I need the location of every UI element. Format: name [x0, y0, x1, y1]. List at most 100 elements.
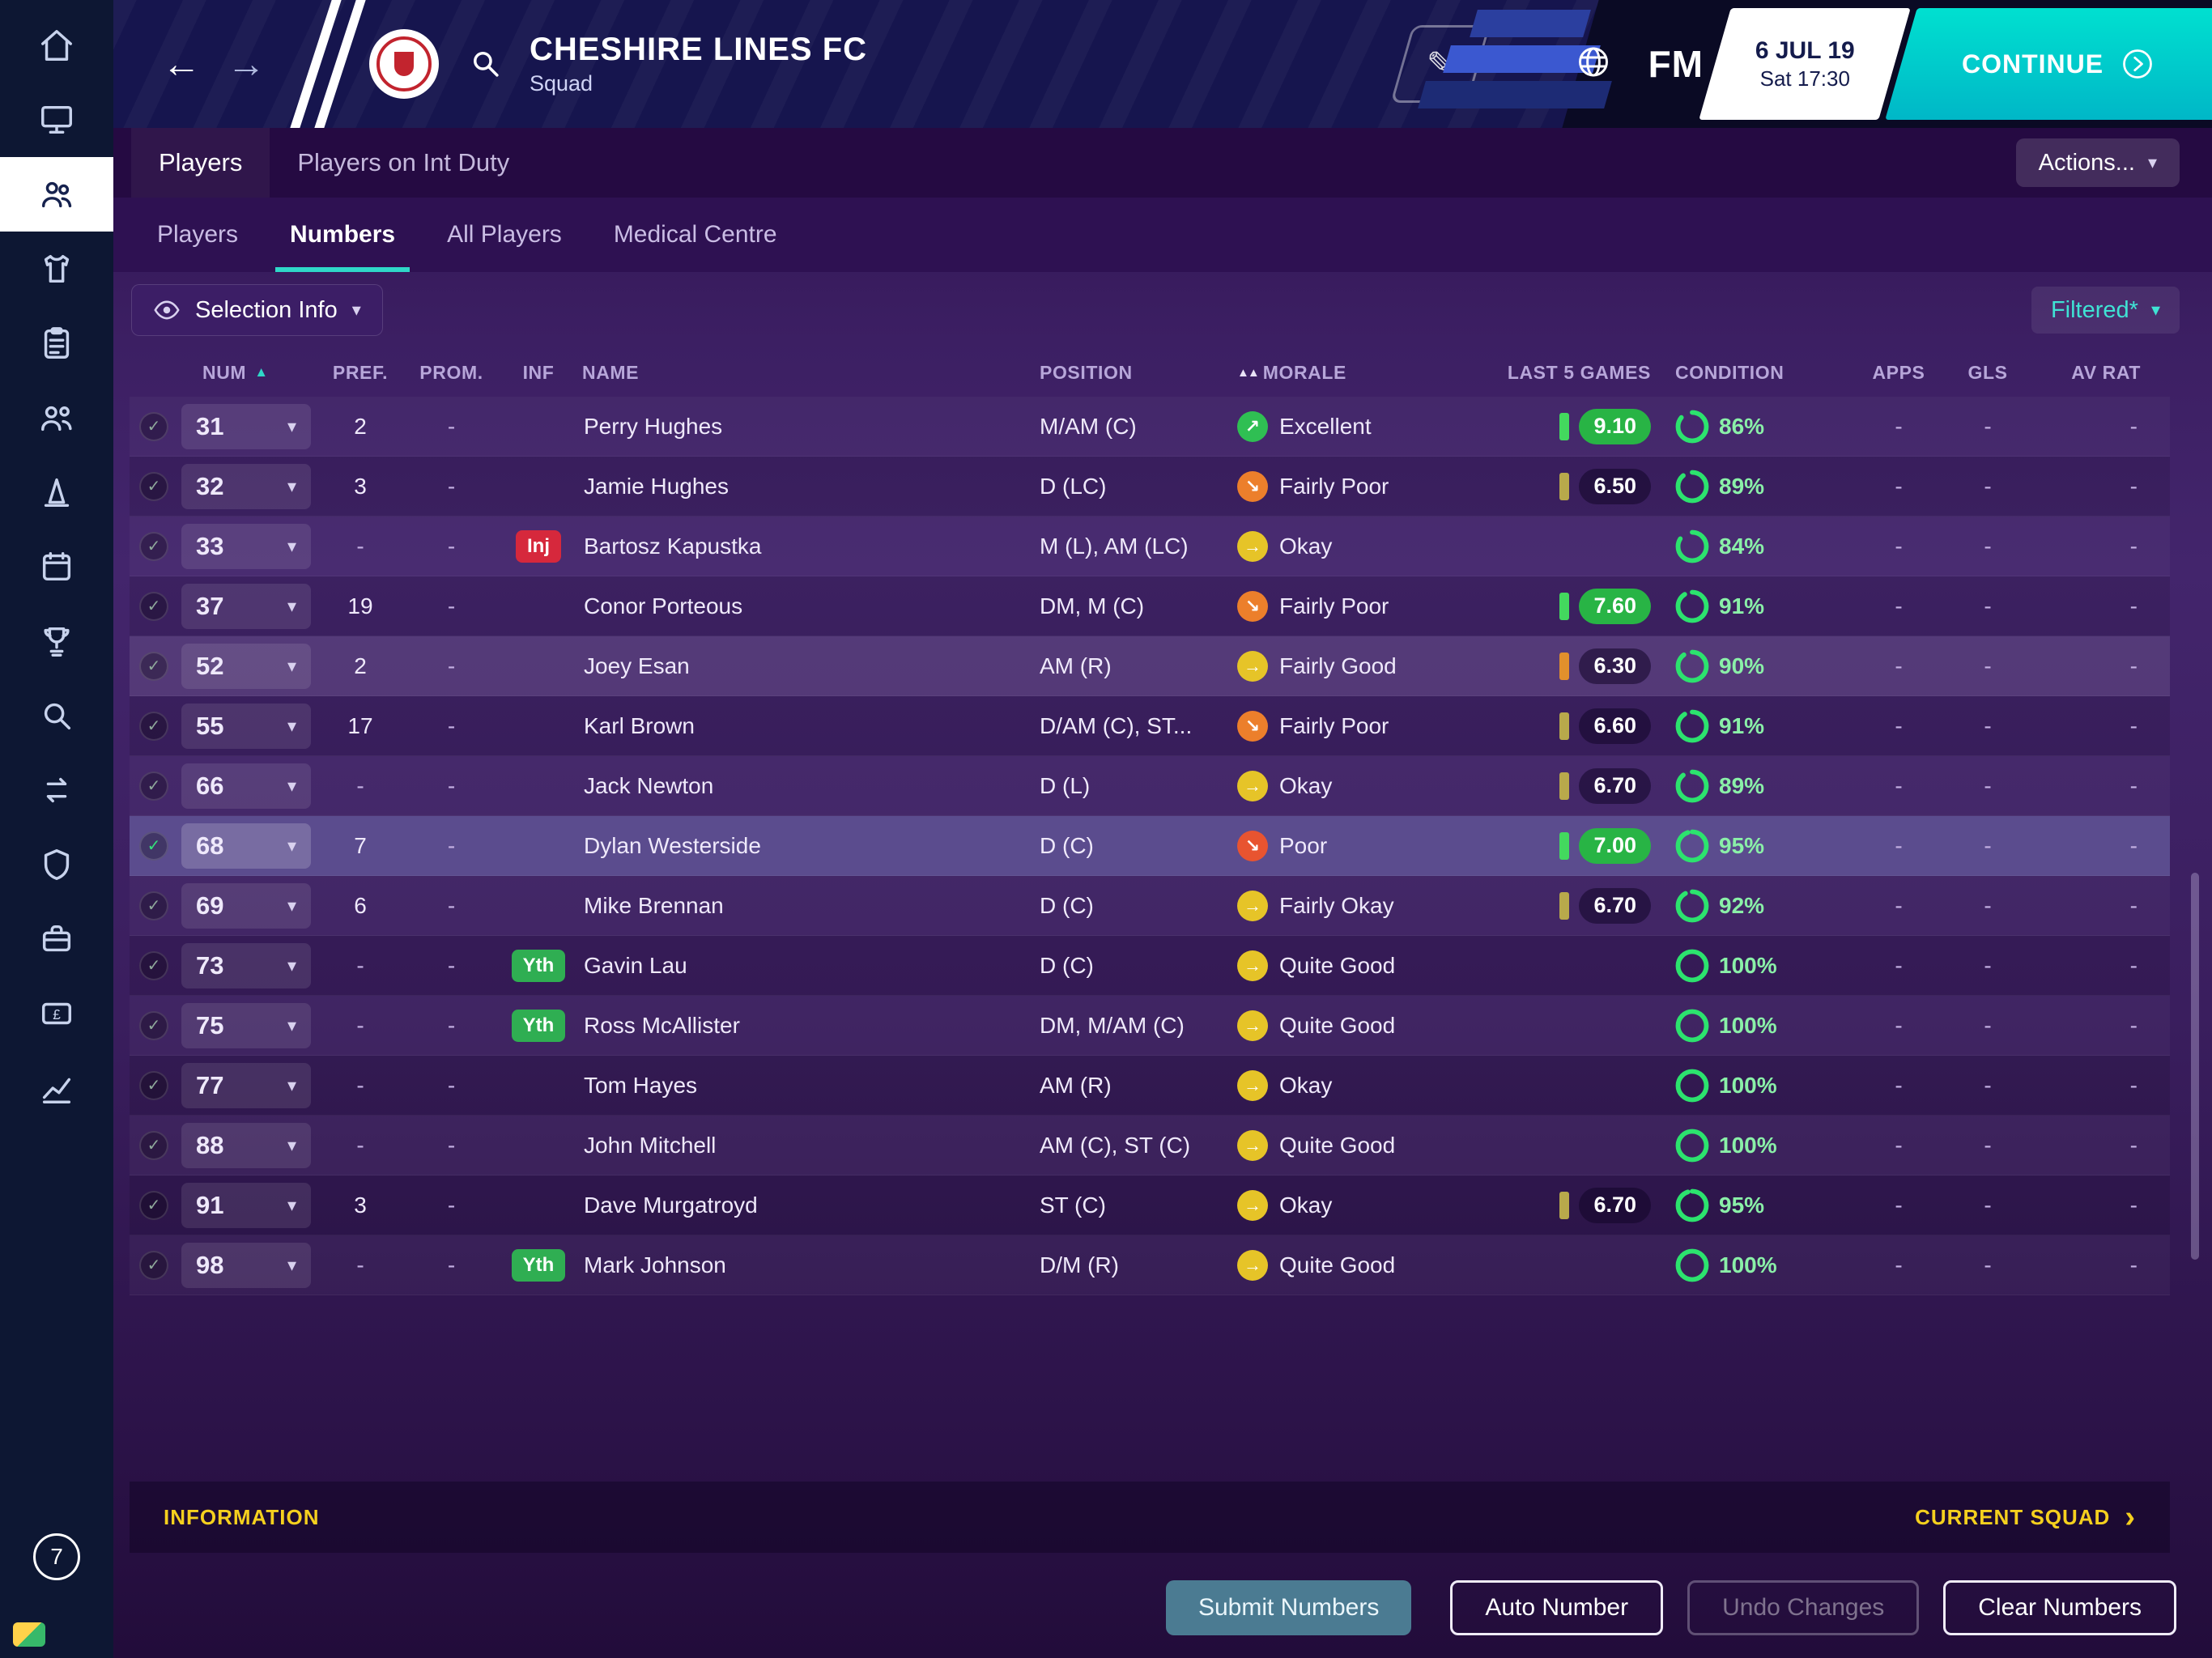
column-header-num[interactable]: NUM ▲ — [202, 361, 269, 383]
squad-icon[interactable] — [0, 157, 113, 232]
table-row[interactable]: ✓ 91 ▾ 3 - Dave Murgatroyd ST (C) → Okay 6… — [130, 1175, 2170, 1235]
actions-button[interactable]: Actions... ▾ — [2015, 138, 2180, 187]
table-row[interactable]: ✓ 55 ▾ 17 - Karl Brown D/AM (C), ST... ↘ F… — [130, 696, 2170, 756]
game-date[interactable]: 6 JUL 19 Sat 17:30 — [1699, 8, 1911, 120]
shirt-number-dropdown[interactable]: 33 ▾ — [181, 523, 311, 569]
column-header-pref[interactable]: PREF. — [332, 361, 389, 383]
current-squad-link[interactable]: CURRENT SQUAD › — [1915, 1500, 2136, 1534]
column-header-position[interactable]: POSITION — [1040, 361, 1133, 383]
job-briefcase-icon[interactable] — [0, 902, 113, 976]
row-checkbox[interactable]: ✓ — [139, 591, 168, 621]
scrollbar-thumb[interactable] — [2191, 873, 2199, 1260]
player-name[interactable]: Bartosz Kapustka — [584, 533, 762, 559]
column-header-last5[interactable]: LAST 5 GAMES — [1507, 361, 1651, 383]
table-row[interactable]: ✓ 37 ▾ 19 - Conor Porteous DM, M (C) ↘ Fai… — [130, 576, 2170, 636]
kit-icon[interactable] — [13, 1622, 45, 1647]
shirt-number-dropdown[interactable]: 69 ▾ — [181, 882, 311, 929]
player-name[interactable]: Conor Porteous — [584, 593, 743, 619]
auto-number-button[interactable]: Auto Number — [1450, 1580, 1664, 1635]
player-name[interactable]: Karl Brown — [584, 712, 695, 738]
row-checkbox[interactable]: ✓ — [139, 651, 168, 681]
player-name[interactable]: Tom Hayes — [584, 1072, 698, 1098]
shirt-number-dropdown[interactable]: 55 ▾ — [181, 703, 311, 749]
info-badge[interactable]: Yth — [511, 1248, 566, 1282]
table-row[interactable]: ✓ 98 ▾ - - Yth Mark Johnson D/M (R) → Quit… — [130, 1235, 2170, 1295]
player-name[interactable]: Gavin Lau — [584, 952, 687, 978]
row-checkbox[interactable]: ✓ — [139, 531, 168, 561]
subtab-medical-centre[interactable]: Medical Centre — [613, 221, 777, 248]
tab-players[interactable]: Players — [131, 128, 270, 198]
table-row[interactable]: ✓ 73 ▾ - - Yth Gavin Lau D (C) → Quite Goo… — [130, 936, 2170, 996]
column-header-apps[interactable]: APPS — [1872, 361, 1925, 383]
shirt-number-dropdown[interactable]: 66 ▾ — [181, 763, 311, 809]
column-header-avrat[interactable]: AV RAT — [2071, 361, 2141, 383]
info-badge[interactable]: Yth — [511, 1009, 566, 1042]
subtab-numbers[interactable]: Numbers — [264, 198, 421, 272]
filtered-dropdown[interactable]: Filtered* ▾ — [2031, 287, 2180, 334]
column-header-gls[interactable]: GLS — [1967, 361, 2008, 383]
player-name[interactable]: Joey Esan — [584, 653, 690, 678]
world-icon[interactable] — [1576, 45, 1611, 84]
column-header-condition[interactable]: CONDITION — [1675, 361, 1784, 383]
club-shield-icon[interactable] — [0, 827, 113, 902]
row-checkbox[interactable]: ✓ — [139, 471, 168, 501]
player-name[interactable]: Jack Newton — [584, 772, 714, 798]
player-name[interactable]: Mark Johnson — [584, 1252, 726, 1278]
shirt-number-dropdown[interactable]: 32 ▾ — [181, 463, 311, 509]
row-checkbox[interactable]: ✓ — [139, 411, 168, 441]
shirt-number-dropdown[interactable]: 91 ▾ — [181, 1182, 311, 1228]
player-name[interactable]: Jamie Hughes — [584, 473, 729, 499]
staff-icon[interactable] — [0, 380, 113, 455]
player-name[interactable]: Ross McAllister — [584, 1012, 740, 1038]
shirt-number-dropdown[interactable]: 98 ▾ — [181, 1242, 311, 1288]
row-checkbox[interactable]: ✓ — [139, 1190, 168, 1220]
transfers-icon[interactable] — [0, 753, 113, 827]
subtab-all-players[interactable]: All Players — [447, 221, 562, 248]
row-checkbox[interactable]: ✓ — [139, 1070, 168, 1100]
info-badge[interactable]: Inj — [516, 529, 561, 563]
club-badge[interactable] — [369, 29, 439, 99]
table-row[interactable]: ✓ 31 ▾ 2 - Perry Hughes M/AM (C) ↗ Excelle… — [130, 397, 2170, 457]
row-checkbox[interactable]: ✓ — [139, 1130, 168, 1160]
shirt-number-dropdown[interactable]: 73 ▾ — [181, 942, 311, 988]
table-row[interactable]: ✓ 75 ▾ - - Yth Ross McAllister DM, M/AM (… — [130, 996, 2170, 1056]
training-cone-icon[interactable] — [0, 455, 113, 529]
row-checkbox[interactable]: ✓ — [139, 831, 168, 861]
row-checkbox[interactable]: ✓ — [139, 771, 168, 801]
continue-button[interactable]: CONTINUE — [1885, 8, 2212, 120]
shirt-number-dropdown[interactable]: 37 ▾ — [181, 583, 311, 629]
column-header-prom[interactable]: PROM. — [419, 361, 483, 383]
column-header-morale[interactable]: ▲▲ MORALE — [1237, 361, 1346, 383]
row-checkbox[interactable]: ✓ — [139, 1010, 168, 1040]
shirt-number-dropdown[interactable]: 31 ▾ — [181, 403, 311, 449]
competitions-trophy-icon[interactable] — [0, 604, 113, 678]
submit-numbers-button[interactable]: Submit Numbers — [1165, 1580, 1412, 1635]
info-badge[interactable]: Yth — [511, 949, 566, 982]
column-header-inf[interactable]: INF — [522, 361, 555, 383]
table-row[interactable]: ✓ 69 ▾ 6 - Mike Brennan D (C) → Fairly Oka… — [130, 876, 2170, 936]
player-name[interactable]: Mike Brennan — [584, 892, 724, 918]
column-header-name[interactable]: NAME — [582, 361, 640, 383]
home-icon[interactable] — [0, 8, 113, 83]
shirt-number-dropdown[interactable]: 52 ▾ — [181, 643, 311, 689]
shirt-number-dropdown[interactable]: 77 ▾ — [181, 1062, 311, 1108]
analysis-graph-icon[interactable] — [0, 1051, 113, 1125]
finances-icon[interactable]: £ — [0, 976, 113, 1051]
forward-button[interactable]: → — [214, 42, 279, 87]
player-name[interactable]: John Mitchell — [584, 1132, 717, 1158]
scouting-search-icon[interactable] — [0, 678, 113, 753]
notification-count-badge[interactable]: 7 — [33, 1533, 80, 1580]
row-checkbox[interactable]: ✓ — [139, 891, 168, 920]
player-shirt-icon[interactable] — [0, 232, 113, 306]
table-row[interactable]: ✓ 33 ▾ - - Inj Bartosz Kapustka M (L), AM… — [130, 517, 2170, 576]
table-row[interactable]: ✓ 77 ▾ - - Tom Hayes AM (R) → Okay 100% - … — [130, 1056, 2170, 1116]
clear-numbers-button[interactable]: Clear Numbers — [1943, 1580, 2176, 1635]
inbox-icon[interactable] — [0, 83, 113, 157]
shirt-number-dropdown[interactable]: 88 ▾ — [181, 1122, 311, 1168]
back-button[interactable]: ← — [149, 42, 214, 87]
tab-players-on-int-duty[interactable]: Players on Int Duty — [297, 148, 510, 176]
schedule-calendar-icon[interactable] — [0, 529, 113, 604]
table-row[interactable]: ✓ 32 ▾ 3 - Jamie Hughes D (LC) ↘ Fairly Po… — [130, 457, 2170, 517]
shirt-number-dropdown[interactable]: 68 ▾ — [181, 823, 311, 869]
player-name[interactable]: Perry Hughes — [584, 413, 723, 439]
